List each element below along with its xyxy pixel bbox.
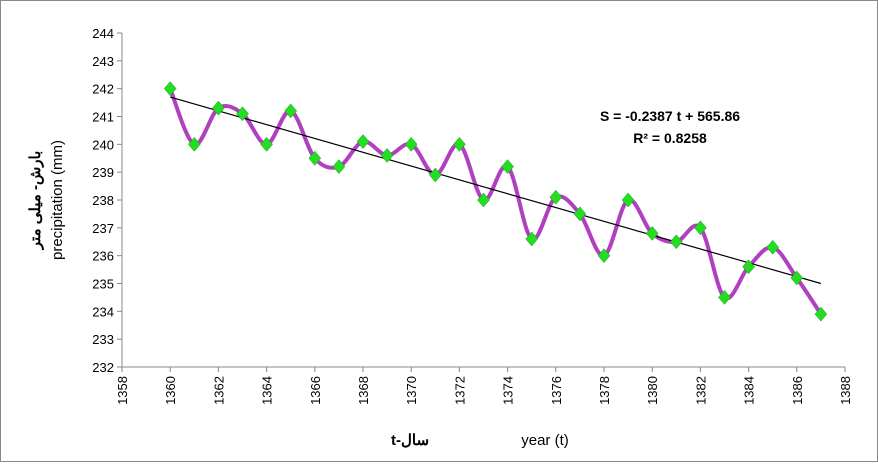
marker [645,226,659,241]
y-tick-label: 242 [92,82,114,97]
equation: S = -0.2387 t + 565.86 [600,108,740,124]
marker [332,159,346,174]
marker [477,192,490,208]
y-tick-label: 233 [92,332,114,347]
marker [212,100,225,116]
marker [525,231,539,247]
marker [790,270,804,286]
marker [669,234,683,250]
x-tick-label: 1362 [211,376,226,405]
x-tick-label: 1370 [404,376,419,405]
data-line [168,87,823,316]
x-tick-label: 1386 [790,376,805,405]
y-tick-label: 243 [92,54,114,69]
x-axis-title: t-سال [391,432,429,449]
marker [814,306,828,322]
x-tick-label: 1372 [452,376,467,405]
marker [163,81,177,97]
marker [742,259,755,275]
x-tick-label: 1382 [693,376,708,405]
marker [453,136,466,152]
marker [694,220,707,236]
x-tick-label: 1358 [115,376,130,405]
x-tick-label: 1376 [549,376,564,405]
y-tick-label: 240 [92,137,114,152]
y-tick-label: 236 [92,249,114,264]
marker [718,290,731,305]
x-tick-label: 1388 [838,376,853,405]
x-tick-label: 1380 [645,376,660,405]
x-tick-label: 1364 [260,376,275,405]
r-squared: R² = 0.8258 [633,130,707,146]
x-axis-title: year (t) [521,432,569,449]
marker [597,248,611,264]
y-axis-title: precipitation (mm) [49,140,66,260]
x-tick-label: 1368 [356,376,371,405]
marker [380,148,394,163]
y-tick-label: 237 [92,221,114,236]
y-tick-label: 241 [92,110,114,125]
y-tick-label: 235 [92,277,114,292]
y-tick-label: 244 [92,26,114,41]
y-tick-label: 234 [92,304,114,319]
x-tick-label: 1374 [501,376,516,405]
marker [187,136,201,152]
trendline [170,96,822,285]
marker [621,192,635,208]
marker [236,106,249,122]
marker [308,150,322,166]
x-tick-label: 1384 [742,376,757,405]
marker [428,167,442,183]
marker [356,134,370,149]
x-tick-label: 1366 [308,376,323,405]
y-tick-label: 232 [92,360,114,375]
marker [260,136,273,152]
y-tick-label: 238 [92,193,114,208]
x-tick-label: 1378 [597,376,612,405]
marker [501,159,514,174]
y-axis-title: بارش- میلی متر [27,151,44,251]
x-tick-label: 1360 [163,376,178,405]
marker [549,189,563,205]
marker [284,103,298,119]
y-tick-label: 239 [92,165,114,180]
marker [404,136,418,152]
marker [766,239,780,255]
marker [573,206,587,222]
